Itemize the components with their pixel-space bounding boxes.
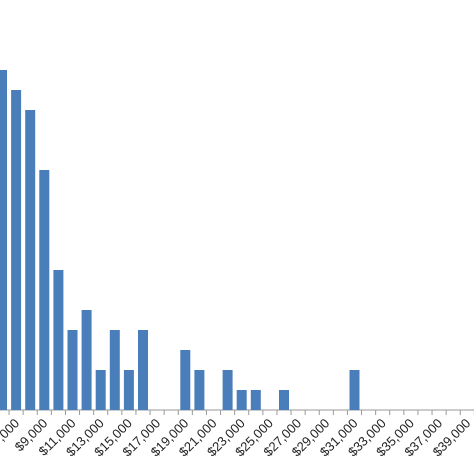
bar xyxy=(349,370,360,410)
bar xyxy=(39,170,50,410)
bar xyxy=(180,350,191,410)
bar xyxy=(222,370,233,410)
bar xyxy=(138,330,148,410)
bar xyxy=(236,390,247,410)
bar xyxy=(109,330,120,410)
bar xyxy=(279,390,289,410)
bar xyxy=(0,70,7,410)
bar xyxy=(250,390,261,410)
bar xyxy=(25,110,36,410)
bar xyxy=(123,370,134,410)
bar xyxy=(95,370,106,410)
bar xyxy=(194,370,205,410)
bar xyxy=(67,330,78,410)
bar xyxy=(53,270,64,410)
bar xyxy=(81,310,92,410)
bar xyxy=(11,90,22,410)
